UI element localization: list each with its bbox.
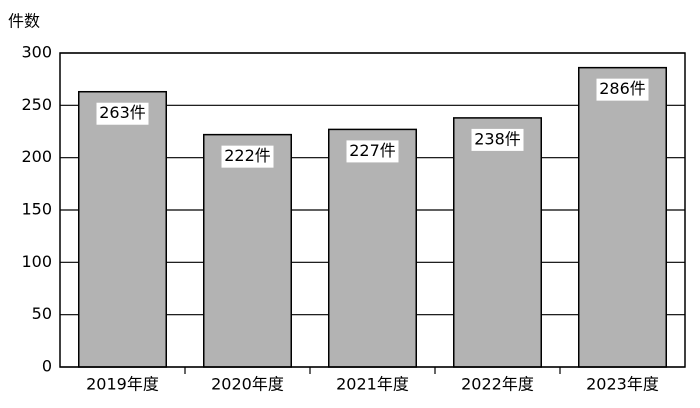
y-tick-label: 50 [32, 304, 52, 323]
value-label: 222件 [224, 146, 271, 165]
bar [578, 66, 667, 368]
value-label-bg [221, 145, 274, 168]
value-label-bg [596, 78, 649, 101]
x-tick-label: 2020年度 [211, 375, 284, 394]
y-axis-label: 件数 [8, 12, 40, 31]
y-tick-label: 250 [21, 95, 52, 114]
bar [453, 117, 542, 368]
value-label-bg [346, 140, 399, 163]
y-tick-label: 300 [21, 43, 52, 62]
value-label: 286件 [599, 79, 646, 98]
x-tick-label: 2022年度 [461, 375, 534, 394]
value-label-bg [471, 128, 524, 151]
bar [328, 128, 417, 368]
x-tick-label: 2023年度 [586, 375, 659, 394]
y-tick-label: 0 [42, 357, 52, 376]
value-label: 238件 [474, 129, 521, 148]
plot-frame [59, 52, 686, 368]
bar [78, 90, 167, 368]
value-label-bg [96, 102, 149, 125]
value-label: 227件 [349, 141, 396, 160]
value-label: 263件 [99, 103, 146, 122]
bar [203, 133, 292, 368]
x-tick-label: 2021年度 [336, 375, 409, 394]
y-tick-label: 150 [21, 200, 52, 219]
y-tick-label: 200 [21, 147, 52, 166]
y-tick-label: 100 [21, 252, 52, 271]
x-tick-label: 2019年度 [86, 375, 159, 394]
